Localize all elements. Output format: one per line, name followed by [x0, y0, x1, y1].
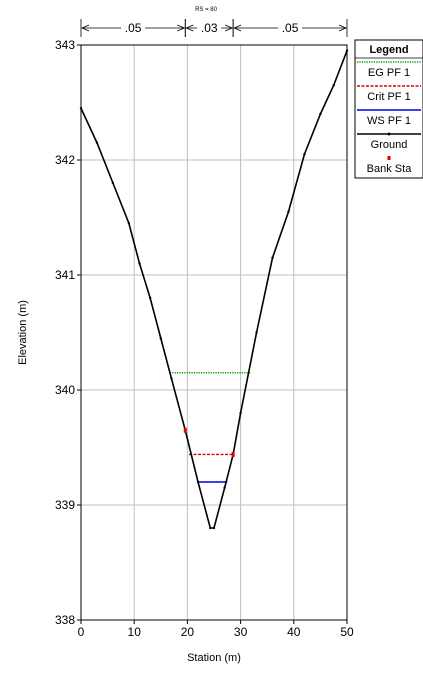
bank-station-marker	[231, 451, 235, 457]
ground-point-marker	[271, 256, 274, 259]
ground-point-marker	[212, 526, 216, 530]
x-axis-title: Station (m)	[187, 652, 241, 664]
y-tick-label: 342	[55, 153, 75, 167]
manning-brackets: .05 .03 .05	[80, 19, 348, 37]
manning-label-bg	[197, 20, 222, 34]
bank-station-marker	[183, 427, 187, 433]
x-tick-label: 40	[287, 625, 301, 639]
legend-label: WS PF 1	[367, 115, 411, 127]
legend-label: Crit PF 1	[367, 91, 410, 103]
legend-sample-bank-sta	[387, 156, 391, 160]
y-axis-ticks: 338 339 340 341 342 343	[55, 38, 81, 627]
manning-label-bg	[121, 20, 146, 34]
ground-point-marker	[319, 112, 322, 116]
y-tick-label: 341	[55, 268, 75, 282]
ground-point-marker	[303, 153, 306, 156]
legend-title: Legend	[369, 44, 408, 56]
ground-point-marker	[239, 411, 242, 415]
manning-n-label: .05	[125, 21, 142, 35]
manning-n-label: .03	[201, 21, 218, 35]
legend-label: EG PF 1	[368, 67, 410, 79]
ground-point-marker	[209, 526, 212, 530]
legend-sample-marker	[387, 132, 391, 136]
legend-label: Ground	[371, 139, 408, 151]
ground-point-marker	[79, 107, 83, 110]
plot-frame	[80, 44, 348, 621]
ground-point-marker	[138, 262, 141, 265]
legend-entries: EG PF 1 Crit PF 1 WS PF 1 Ground Bank Sta	[355, 57, 423, 175]
ground-point-marker	[127, 222, 131, 225]
legend-label: Bank Sta	[367, 163, 413, 175]
grid	[80, 44, 348, 621]
ground-point-marker	[287, 210, 290, 213]
y-axis-title: Elevation (m)	[17, 300, 29, 365]
ground-point-marker	[196, 480, 200, 484]
ground-point-marker	[223, 486, 226, 489]
manning-label-bg	[278, 20, 303, 34]
manning-arrow-right	[224, 24, 234, 32]
manning-n-label: .05	[282, 21, 299, 35]
x-tick-label: 0	[78, 625, 85, 639]
manning-arrow-left	[80, 24, 90, 32]
ground-point-marker	[111, 181, 115, 185]
manning-arrow-left	[233, 24, 242, 32]
series-ground-line	[80, 50, 348, 529]
manning-arrow-left	[185, 24, 194, 32]
legend: Legend EG PF 1 Crit PF 1 WS PF 1 Ground Bank…	[354, 39, 423, 179]
manning-arrow-right	[338, 24, 348, 32]
legend-box	[354, 39, 423, 179]
y-tick-label: 339	[55, 498, 75, 512]
y-tick-label: 343	[55, 38, 75, 52]
ground-point-marker	[170, 377, 173, 380]
ground-point-marker	[255, 331, 258, 334]
y-tick-label: 340	[55, 383, 75, 397]
manning-arrow-right	[177, 24, 186, 32]
x-tick-label: 10	[128, 625, 142, 639]
y-tick-label: 338	[55, 613, 75, 627]
series-layer	[79, 49, 349, 530]
x-tick-label: 30	[234, 625, 248, 639]
ground-point-marker	[95, 141, 99, 144]
ground-point-marker	[159, 337, 162, 340]
rs-label: RS = 80	[195, 7, 218, 13]
x-tick-label: 20	[181, 625, 195, 639]
x-axis-ticks: 0 10 20 30 40 50	[78, 620, 354, 639]
x-tick-label: 50	[340, 625, 354, 639]
ground-point-marker	[332, 84, 335, 87]
ground-point-marker	[345, 49, 349, 52]
ground-point-marker	[148, 296, 152, 300]
